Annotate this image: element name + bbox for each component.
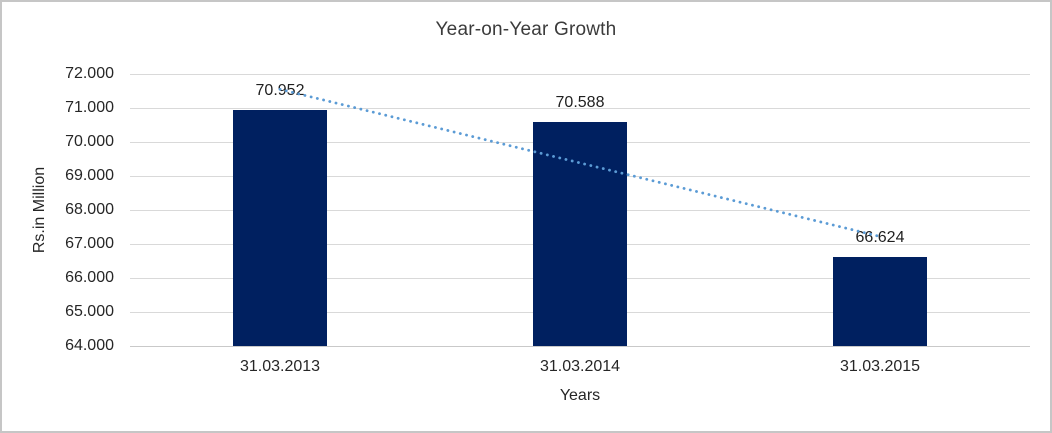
gridline <box>130 108 1030 109</box>
y-tick-label: 64.000 <box>65 337 114 354</box>
x-tick-label: 31.03.2014 <box>539 358 621 375</box>
y-tick-label: 70.000 <box>65 133 114 150</box>
y-tick-label: 72.000 <box>65 65 114 82</box>
x-tick-label: 31.03.2015 <box>839 358 921 375</box>
trendline <box>278 87 882 238</box>
y-tick-label: 66.000 <box>65 269 114 286</box>
y-tick-label: 69.000 <box>65 167 114 184</box>
plot-area <box>130 74 1030 347</box>
chart-bar <box>233 109 327 346</box>
y-tick-label: 65.000 <box>65 303 114 320</box>
y-tick-label: 71.000 <box>65 99 114 116</box>
gridline <box>130 74 1030 75</box>
data-label: 66.624 <box>855 228 905 246</box>
chart-bar <box>833 256 927 346</box>
x-axis-line <box>130 346 1030 347</box>
x-tick-label: 31.03.2013 <box>239 358 321 375</box>
y-tick-label: 67.000 <box>65 235 114 252</box>
x-axis-title: Years <box>559 387 601 404</box>
data-label: 70.588 <box>555 94 605 111</box>
chart-title: Year-on-Year Growth <box>435 19 617 40</box>
chart-bar <box>533 122 627 346</box>
y-tick-label: 68.000 <box>65 201 114 218</box>
